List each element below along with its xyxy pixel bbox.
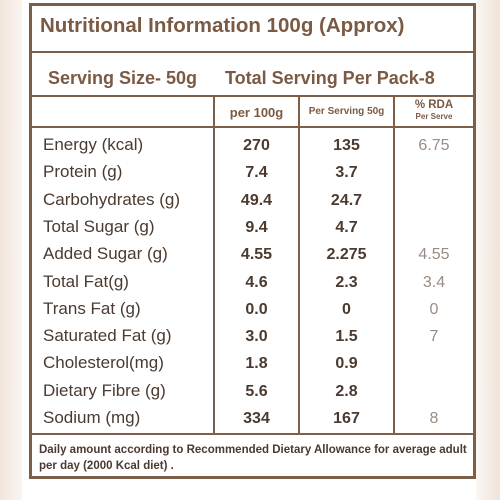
rda-label: % RDA (414, 99, 454, 111)
total-serving: Total Serving Per Pack-8 (225, 68, 435, 88)
rda-value: 0 (429, 300, 439, 318)
divider (32, 126, 473, 128)
per-100g-value: 5.6 (245, 382, 268, 400)
per-serving-value: 2.8 (335, 382, 358, 400)
per-100g-value: 3.0 (245, 328, 268, 346)
nutrient-name: Cholesterol(mg) (43, 353, 164, 373)
nutrient-name: Total Fat(g) (43, 271, 129, 291)
per-serving-value: 135 (333, 137, 360, 154)
table-row: Sodium (mg) 334 167 8 (32, 408, 473, 430)
rda-value: 7 (429, 328, 439, 346)
rda-value: 8 (429, 410, 439, 427)
nutrient-name: Sodium (mg) (43, 408, 141, 427)
rda-value: 4.55 (418, 246, 450, 264)
divider (32, 433, 473, 435)
rda-value: 6.75 (418, 137, 450, 154)
table-row: Dietary Fibre (g) 5.6 2.8 (32, 381, 473, 403)
per-100g-value: 4.6 (245, 273, 268, 291)
nutrient-name: Added Sugar (g) (43, 244, 168, 264)
column-header-per-serving: Per Serving 50g (308, 106, 385, 117)
table-row: Total Sugar (g) 9.4 4.7 (32, 217, 473, 239)
column-divider (393, 95, 395, 435)
divider (32, 95, 473, 97)
nutrient-name: Trans Fat (g) (43, 298, 141, 318)
nutrient-name: Carbohydrates (g) (43, 189, 181, 209)
rda-value: 3.4 (422, 273, 446, 291)
column-divider (298, 95, 300, 435)
column-header-rda: % RDA Per Serve (395, 99, 473, 122)
footnote: Daily amount according to Recommended Di… (39, 444, 467, 472)
background-right (476, 0, 500, 500)
per-serving-value: 2.275 (326, 246, 367, 264)
per-serving-value: 2.3 (335, 273, 358, 291)
serving-size: Serving Size- 50g (48, 68, 198, 88)
per-100g-value: 334 (243, 410, 270, 427)
nutrient-name: Saturated Fat (g) (43, 326, 172, 346)
nutrient-name: Protein (g) (43, 162, 123, 182)
table-row: Protein (g) 7.4 3.7 (32, 162, 473, 184)
table-row: Trans Fat (g) 0.0 0 0 (32, 299, 473, 321)
table-row: Total Fat(g) 4.6 2.3 3.4 (32, 272, 473, 294)
column-divider (213, 95, 215, 435)
per-serving-value: 24.7 (330, 191, 363, 209)
per-serving-value: 167 (333, 410, 360, 427)
per-100g-value: 1.8 (245, 355, 268, 373)
rda-sublabel: Per Serve (415, 112, 453, 121)
per-serving-value: 0.9 (335, 355, 358, 373)
table-row: Energy (kcal) 270 135 6.75 (32, 135, 473, 157)
per-serving-value: 4.7 (335, 218, 358, 236)
per-serving-value: 0 (342, 300, 351, 318)
per-100g-value: 270 (243, 137, 270, 154)
per-serving-value: 1.5 (335, 328, 358, 346)
per-100g-value: 9.4 (245, 218, 268, 236)
column-header-per-100g: per 100g (229, 105, 284, 120)
per-100g-value: 4.55 (240, 246, 273, 264)
per-100g-value: 49.4 (240, 191, 273, 209)
per-100g-value: 0.0 (245, 300, 268, 318)
nutrient-name: Total Sugar (g) (43, 216, 155, 236)
background-left (0, 0, 22, 500)
nutrition-table: Nutritional Information 100g (Approx) Se… (29, 3, 476, 479)
table-row: Cholesterol(mg) 1.8 0.9 (32, 353, 473, 375)
nutrient-name: Dietary Fibre (g) (43, 380, 166, 400)
table-row: Carbohydrates (g) 49.4 24.7 (32, 190, 473, 212)
table-title: Nutritional Information 100g (Approx) (40, 14, 405, 37)
per-100g-value: 7.4 (245, 164, 268, 182)
table-row: Added Sugar (g) 4.55 2.275 4.55 (32, 244, 473, 266)
table-row: Saturated Fat (g) 3.0 1.5 7 (32, 326, 473, 348)
nutrient-name: Energy (kcal) (43, 135, 144, 154)
divider (32, 51, 473, 53)
per-serving-value: 3.7 (335, 164, 358, 182)
